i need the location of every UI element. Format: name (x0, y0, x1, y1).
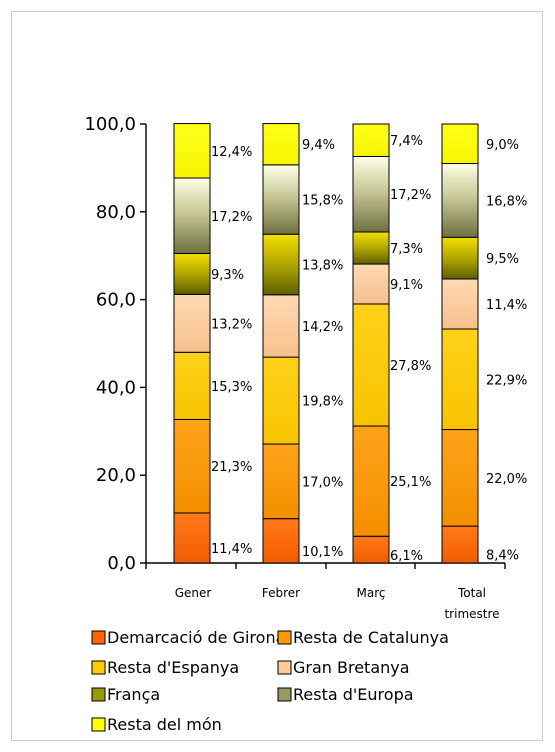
data-label: 22,9% (486, 373, 527, 388)
data-label: 14,2% (302, 320, 343, 335)
legend-label: Resta d'Europa (293, 685, 414, 704)
bar-segment (441, 123, 479, 165)
y-tick-label: 0,0 (107, 553, 136, 574)
bar-segment (352, 263, 390, 305)
data-label: 17,0% (302, 475, 343, 490)
data-label: 25,1% (390, 475, 431, 490)
legend-swatch (91, 717, 106, 732)
data-label: 10,1% (302, 545, 343, 560)
bar-segment (441, 278, 479, 330)
bar-segment (352, 425, 390, 537)
data-label: 19,8% (302, 395, 343, 410)
bar-segment (262, 443, 300, 520)
data-label: 21,3% (211, 460, 252, 475)
x-category-label: Març (357, 586, 386, 600)
data-label: 16,8% (486, 194, 527, 209)
axes: 0,0 20,0 40,0 60,0 80,0 100,0 Gener Febrer Març T… (84, 114, 506, 621)
y-tick-label: 40,0 (96, 377, 136, 398)
y-tick-label: 80,0 (96, 202, 136, 223)
data-label: 9,3% (211, 268, 244, 283)
bar-segment (262, 123, 300, 166)
data-label: 6,1% (390, 549, 423, 564)
bar-segment (352, 231, 390, 265)
data-label: 7,3% (390, 242, 423, 257)
data-label: 27,8% (390, 359, 431, 374)
data-label: 22,0% (486, 472, 527, 487)
data-label: 17,2% (211, 210, 252, 225)
legend-label: Gran Bretanya (293, 658, 410, 677)
data-label: 9,4% (302, 138, 335, 153)
data-labels: 11,4% 21,3% 15,3% 13,2% 9,3% 17,2% 12,4% 10,1% 1… (211, 134, 527, 564)
legend-swatch (277, 687, 292, 702)
legend-label: Resta d'Espanya (107, 658, 239, 677)
bar-segment (173, 293, 211, 353)
bar-segment (441, 525, 479, 564)
bar-segment (173, 512, 211, 564)
legend-swatch (277, 660, 292, 675)
legend-label: Resta de Catalunya (293, 628, 449, 647)
bar-segment (352, 123, 390, 157)
bar-segment (173, 123, 211, 179)
bar-segment (173, 418, 211, 514)
data-label: 13,2% (211, 317, 252, 332)
legend: Demarcació de Girona Resta de Catalunya Re… (91, 628, 449, 734)
bar-segment (262, 164, 300, 235)
bar-segment (352, 303, 390, 427)
x-category-label: Total (457, 586, 486, 600)
data-label: 9,0% (486, 138, 519, 153)
bar-segment (352, 535, 390, 564)
bar-segment (441, 163, 479, 238)
bar-segment (441, 429, 479, 527)
x-category-label: trimestre (444, 607, 499, 621)
bar-segment (173, 177, 211, 255)
legend-label: Resta del món (107, 715, 222, 734)
bar-segment (173, 253, 211, 295)
y-tick-label: 20,0 (96, 465, 136, 486)
data-label: 11,4% (211, 542, 252, 557)
legend-swatch (91, 630, 106, 645)
bar-segment (262, 356, 300, 445)
data-label: 15,3% (211, 380, 252, 395)
data-label: 15,8% (302, 194, 343, 209)
data-label: 8,4% (486, 549, 519, 564)
bar-segment (262, 294, 300, 358)
bar-segment (173, 351, 211, 420)
bar-segment (352, 155, 390, 233)
data-label: 12,4% (211, 145, 252, 160)
data-label: 11,4% (486, 298, 527, 313)
data-label: 9,1% (390, 278, 423, 293)
y-tick-label: 100,0 (84, 114, 136, 135)
data-label: 9,5% (486, 252, 519, 267)
y-tick-label: 60,0 (96, 290, 136, 311)
bar-segment (262, 233, 300, 296)
bar-segment (262, 518, 300, 564)
legend-label: França (107, 685, 160, 704)
legend-swatch (91, 660, 106, 675)
data-label: 7,4% (390, 134, 423, 149)
data-label: 13,8% (302, 258, 343, 273)
legend-label: Demarcació de Girona (107, 628, 285, 647)
bar-segment (441, 328, 479, 431)
bar-segment (441, 236, 479, 280)
legend-swatch (277, 630, 292, 645)
x-category-label: Gener (175, 586, 212, 600)
x-category-label: Febrer (262, 586, 300, 600)
data-label: 17,2% (390, 188, 431, 203)
legend-swatch (91, 687, 106, 702)
bars (173, 123, 479, 564)
